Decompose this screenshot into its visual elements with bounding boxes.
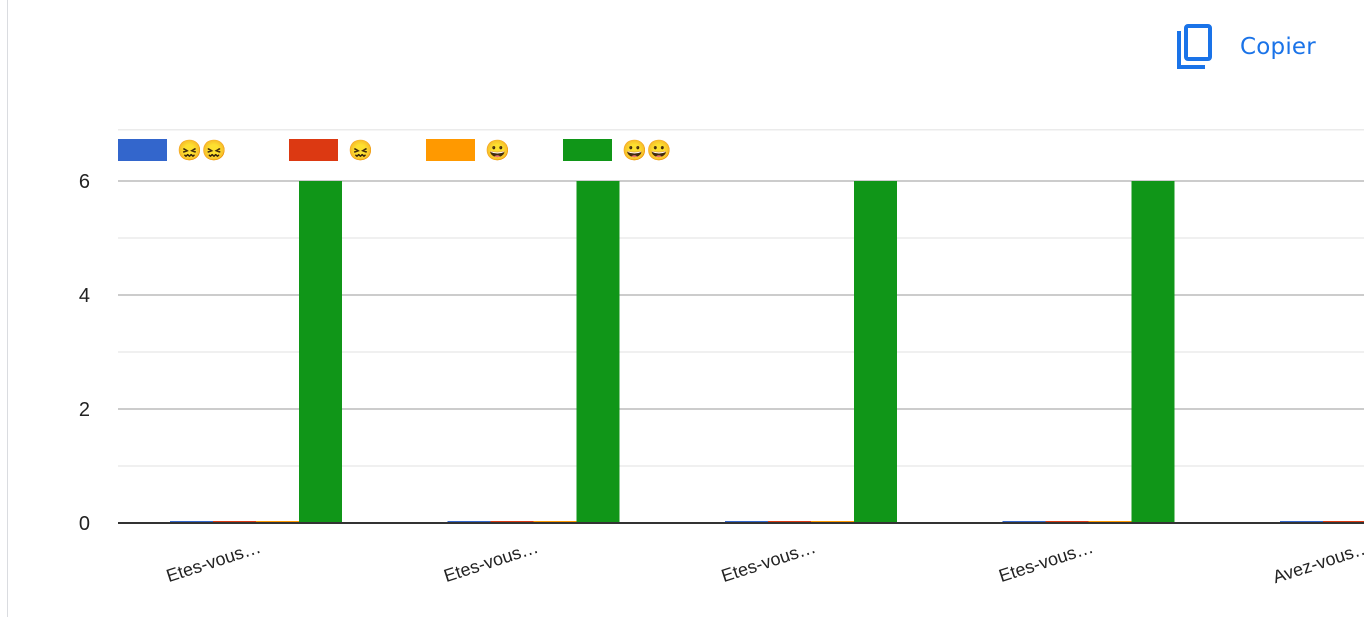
x-tick-label: Etes-vous… — [996, 537, 1095, 586]
copy-icon — [1172, 22, 1216, 72]
x-tick-label: Avez-vous… — [1270, 537, 1364, 587]
legend-label-2: 😖 — [348, 139, 373, 162]
legend-swatch-1 — [118, 139, 167, 161]
x-tick-label: Etes-vous… — [719, 537, 818, 586]
legend-label-1: 😖😖 — [177, 139, 227, 162]
y-tick-label: 6 — [79, 171, 90, 193]
bar-4-category-4[interactable] — [1131, 181, 1175, 523]
copy-label: Copier — [1240, 34, 1316, 60]
legend-swatch-2 — [289, 139, 338, 161]
x-tick-label: Etes-vous… — [441, 537, 540, 586]
legend-swatch-4 — [563, 139, 612, 161]
legend-swatch-3 — [426, 139, 475, 161]
y-tick-label: 4 — [79, 285, 90, 307]
x-tick-label: Etes-vous… — [164, 537, 263, 586]
y-tick-label: 0 — [79, 513, 90, 535]
legend-label-4: 😀😀 — [622, 139, 672, 162]
y-tick-label: 2 — [79, 399, 90, 421]
legend-label-3: 😀 — [485, 139, 510, 162]
bar-4-category-3[interactable] — [854, 181, 897, 523]
copy-button[interactable]: Copier — [1172, 22, 1316, 72]
bar-4-category-2[interactable] — [576, 181, 620, 523]
bar-4-category-1[interactable] — [299, 181, 342, 523]
left-divider — [7, 0, 8, 617]
